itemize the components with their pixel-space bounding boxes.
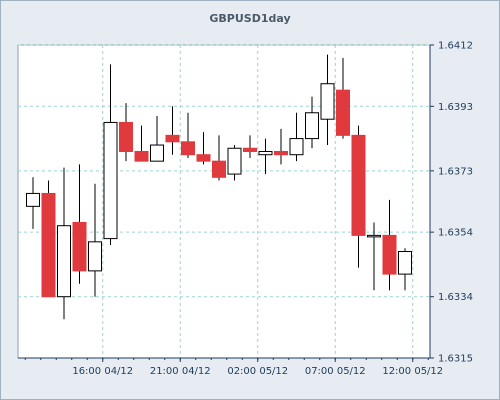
candle-body-down xyxy=(196,154,211,162)
candle-body-down xyxy=(165,134,180,143)
chart-title: GBPUSD1day xyxy=(209,12,291,25)
candle-body-down xyxy=(274,150,288,156)
candle-body-up xyxy=(227,147,242,175)
candle-layer xyxy=(26,54,412,320)
candle-body-up xyxy=(367,234,381,238)
y-tick-label: 1.6373 xyxy=(438,166,473,177)
x-tick-label: 21:00 04/12 xyxy=(150,366,211,377)
candle-body-down xyxy=(243,147,257,152)
x-axis: 16:00 04/12 21:00 04/12 02:00 05/12 07:00 0… xyxy=(18,357,443,377)
candle-body-down xyxy=(382,234,397,275)
candle-body-down xyxy=(41,192,56,298)
candle-body-up xyxy=(289,138,304,156)
x-tick-label: 07:00 05/12 xyxy=(305,366,366,377)
candle-body-up xyxy=(305,112,319,140)
y-tick-label: 1.6354 xyxy=(438,228,473,239)
candle-body-up xyxy=(320,83,335,120)
x-tick-label: 02:00 05/12 xyxy=(227,366,288,377)
x-tick-label: 12:00 05/12 xyxy=(382,366,443,377)
x-tick-label: 16:00 04/12 xyxy=(72,366,133,377)
candle-body-up xyxy=(398,251,412,275)
candle-body-down xyxy=(119,121,133,152)
y-tick-label: 1.6412 xyxy=(438,41,473,52)
candle-body-up xyxy=(150,144,164,162)
y-axis: 1.6412 1.6393 1.6373 1.6354 1.6334 1.6315 xyxy=(429,41,473,365)
candle-body-down xyxy=(134,150,149,162)
y-tick-label: 1.6334 xyxy=(438,292,473,303)
candle-body-up xyxy=(57,225,71,298)
y-tick-label: 1.6393 xyxy=(438,102,473,113)
y-tick-label: 1.6315 xyxy=(438,354,473,365)
candle-body-up xyxy=(88,241,102,272)
candle-body-down xyxy=(181,141,195,156)
candle-body-down xyxy=(351,134,366,236)
candle-body-down xyxy=(336,89,350,136)
candle-body-up xyxy=(258,150,273,156)
candle-body-up xyxy=(103,121,118,240)
candle-body-up xyxy=(26,192,40,207)
candle-body-down xyxy=(72,221,87,272)
candle-body-down xyxy=(212,160,226,178)
